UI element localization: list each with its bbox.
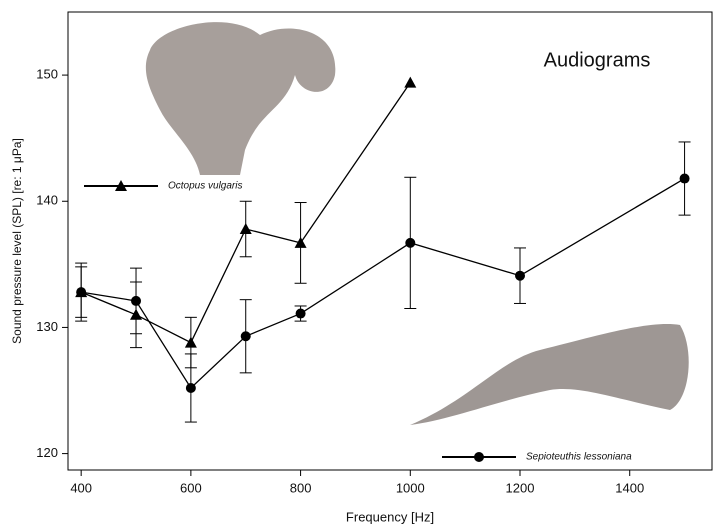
x-tick-label: 1200 xyxy=(506,480,535,495)
marker xyxy=(679,173,690,184)
chart-title: Audiograms xyxy=(544,49,651,71)
octopus-image xyxy=(145,22,336,175)
x-tick-label: 600 xyxy=(180,480,202,495)
marker xyxy=(76,287,87,298)
marker xyxy=(131,295,142,306)
series-line xyxy=(80,82,411,344)
x-axis-label: Frequency [Hz] xyxy=(346,509,434,524)
marker xyxy=(404,76,417,88)
x-tick-label: 1400 xyxy=(615,480,644,495)
y-tick-label: 120 xyxy=(36,445,58,460)
plot-frame xyxy=(67,11,713,471)
y-tick-label: 150 xyxy=(36,67,58,82)
marker xyxy=(405,237,416,248)
x-tick-label: 400 xyxy=(70,480,92,495)
x-tick-label: 1000 xyxy=(396,480,425,495)
marker xyxy=(294,236,307,248)
y-axis-label: Sound pressure level (SPL) [re: 1 μPa] xyxy=(10,138,24,344)
marker xyxy=(184,336,197,348)
y-tick-label: 140 xyxy=(36,193,58,208)
legend-label: Octopus vulgaris xyxy=(168,181,242,192)
marker xyxy=(239,223,252,235)
series-line xyxy=(81,177,685,390)
legend-marker xyxy=(115,180,127,191)
marker xyxy=(240,331,251,342)
legend-label: Sepioteuthis lessoniana xyxy=(526,452,632,463)
marker xyxy=(295,308,306,319)
squid-image xyxy=(410,324,689,425)
marker xyxy=(185,382,196,393)
x-tick-label: 800 xyxy=(290,480,312,495)
legend-marker xyxy=(474,452,484,462)
marker xyxy=(515,270,526,281)
y-tick-label: 130 xyxy=(36,319,58,334)
